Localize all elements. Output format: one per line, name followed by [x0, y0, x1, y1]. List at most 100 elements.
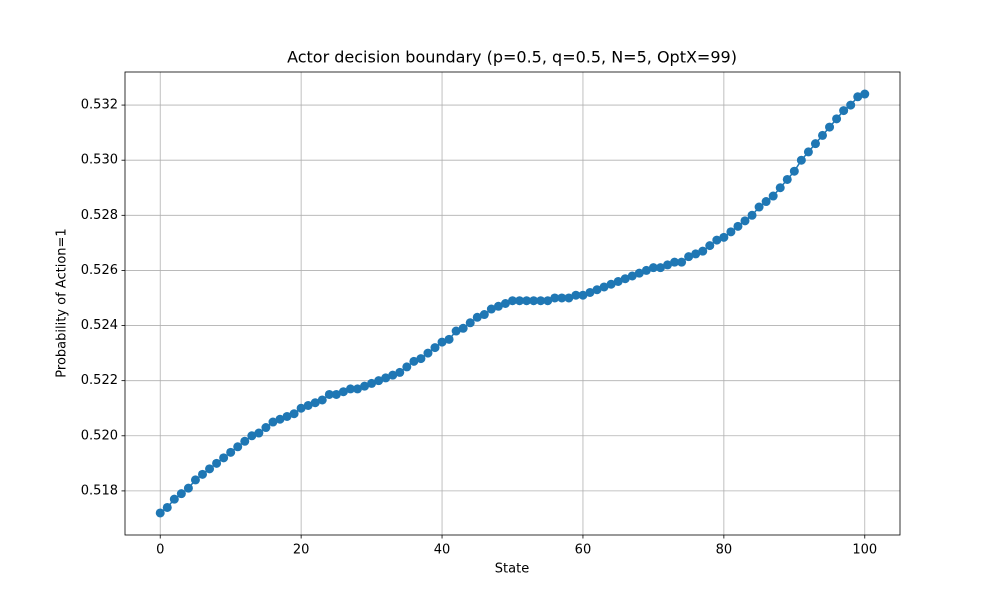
- data-point: [691, 249, 701, 259]
- data-point: [585, 287, 595, 297]
- data-point: [754, 202, 764, 212]
- x-tick-label: 100: [852, 543, 877, 558]
- data-point: [846, 100, 856, 110]
- data-point: [254, 428, 264, 438]
- data-point: [522, 296, 532, 306]
- data-point: [296, 403, 306, 413]
- data-point: [670, 257, 680, 267]
- data-point: [374, 376, 384, 386]
- y-tick-label: 0.522: [81, 373, 118, 388]
- data-point: [486, 304, 496, 314]
- data-point: [634, 268, 644, 278]
- x-tick-label: 20: [293, 543, 310, 558]
- data-point: [550, 293, 560, 303]
- data-point: [860, 89, 870, 99]
- data-point: [162, 502, 172, 512]
- data-point: [684, 252, 694, 262]
- data-point: [599, 282, 609, 292]
- data-point: [324, 389, 334, 399]
- data-point: [832, 114, 842, 124]
- data-point: [190, 475, 200, 485]
- data-point: [810, 139, 820, 149]
- data-point: [155, 508, 165, 518]
- x-axis-label: State: [495, 562, 529, 577]
- data-point: [198, 469, 207, 479]
- data-point: [331, 389, 341, 399]
- data-point: [663, 260, 672, 270]
- data-point: [564, 293, 574, 303]
- data-point: [818, 130, 827, 140]
- data-point: [803, 147, 813, 157]
- data-point: [409, 356, 419, 366]
- data-point: [353, 384, 362, 394]
- data-point: [536, 296, 546, 306]
- data-point: [747, 210, 757, 220]
- data-point: [853, 92, 863, 102]
- x-tick-label: 40: [434, 543, 451, 558]
- data-point: [219, 453, 229, 463]
- data-point: [402, 362, 412, 372]
- data-point: [205, 464, 215, 474]
- data-point: [543, 296, 553, 306]
- data-point: [388, 370, 398, 380]
- data-point: [578, 290, 588, 300]
- data-point: [395, 367, 405, 377]
- plot-frame: [124, 71, 901, 536]
- data-point: [303, 400, 313, 410]
- data-point: [465, 318, 475, 328]
- data-point: [240, 436, 250, 446]
- data-point: [733, 221, 743, 231]
- data-point: [472, 312, 482, 322]
- data-point: [176, 489, 186, 499]
- data-point: [282, 411, 292, 421]
- data-point: [423, 348, 433, 358]
- y-tick-label: 0.528: [81, 208, 118, 223]
- data-point: [825, 122, 835, 132]
- data-point: [275, 414, 285, 424]
- y-axis-label: Probability of Action=1: [55, 228, 70, 377]
- data-point: [247, 431, 257, 441]
- data-point: [479, 310, 489, 320]
- data-point: [705, 241, 715, 251]
- data-point: [768, 191, 778, 201]
- data-point: [508, 296, 517, 306]
- data-point: [212, 458, 222, 468]
- data-point: [493, 301, 503, 311]
- data-point: [515, 296, 525, 306]
- data-point: [627, 271, 637, 281]
- y-tick-label: 0.524: [81, 318, 118, 333]
- y-tick-label: 0.530: [81, 153, 118, 168]
- data-point: [268, 417, 278, 427]
- data-point: [839, 106, 849, 116]
- data-point: [648, 263, 658, 273]
- data-point: [789, 166, 799, 176]
- data-point: [620, 274, 630, 284]
- data-point: [458, 323, 468, 333]
- data-point: [183, 483, 193, 493]
- x-tick-label: 60: [575, 543, 592, 558]
- data-point: [367, 378, 377, 388]
- y-tick-label: 0.520: [81, 428, 118, 443]
- data-point: [437, 337, 447, 347]
- data-point: [430, 343, 440, 353]
- data-point: [796, 155, 806, 165]
- data-point: [571, 290, 581, 300]
- data-point: [500, 299, 510, 308]
- y-tick-label: 0.526: [81, 263, 118, 278]
- data-point: [317, 395, 327, 405]
- data-point: [557, 293, 567, 303]
- data-point: [592, 285, 602, 295]
- data-point: [726, 227, 736, 237]
- x-tick-label: 0: [156, 543, 164, 558]
- data-point: [529, 296, 539, 306]
- y-tick-label: 0.532: [81, 98, 118, 113]
- data-point: [338, 387, 348, 397]
- data-point: [761, 197, 771, 207]
- data-point: [416, 354, 426, 364]
- chart-title: Actor decision boundary (p=0.5, q=0.5, N…: [287, 48, 737, 67]
- data-point: [233, 442, 243, 452]
- data-point: [226, 447, 236, 457]
- data-point: [641, 265, 651, 275]
